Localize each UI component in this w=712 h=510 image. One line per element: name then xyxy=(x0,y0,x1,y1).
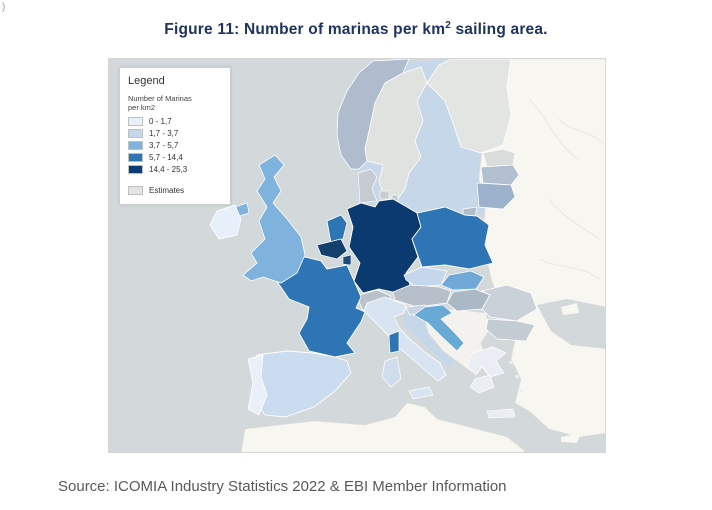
country-croatia xyxy=(413,304,465,352)
stray-mark: ) xyxy=(2,2,6,13)
country-corsica xyxy=(388,330,400,354)
legend-subtitle-line2: per km2 xyxy=(128,103,156,113)
legend-estimates-row: Estimates xyxy=(128,185,222,195)
balearic-island-2 xyxy=(325,387,330,390)
greece-island-1 xyxy=(509,361,513,364)
country-bulgaria xyxy=(485,318,536,342)
legend-class-row: 0 - 1,7 xyxy=(128,116,222,126)
legend-title: Legend xyxy=(128,75,165,87)
country-estonia xyxy=(482,148,516,168)
legend-class-row: 14,4 - 25,3 xyxy=(128,164,222,174)
country-greece xyxy=(466,346,507,378)
country-slovakia xyxy=(440,270,485,291)
map-legend: Legend Number of Marinas per km2 0 - 1,7… xyxy=(119,67,231,205)
legend-subtitle: Number of Marinas per km2 xyxy=(128,94,222,113)
greece-crete xyxy=(486,408,516,419)
country-portugal xyxy=(247,354,268,416)
country-france xyxy=(273,256,366,358)
europe-map-svg xyxy=(109,59,605,452)
country-latvia xyxy=(480,164,520,186)
greece-peloponnese xyxy=(469,374,495,394)
figure-title-suffix: sailing area. xyxy=(450,21,548,39)
country-poland xyxy=(411,206,494,270)
legend-label-class1: 0 - 1,7 xyxy=(149,116,172,126)
legend-label-class3: 3,7 - 5,7 xyxy=(149,140,179,150)
country-sardinia xyxy=(381,356,402,388)
country-ireland xyxy=(209,204,242,240)
figure-title-superscript: 2 xyxy=(445,20,451,31)
north-africa-land xyxy=(241,402,526,452)
denmark-island-zealand xyxy=(379,190,390,200)
legend-label-class5: 14,4 - 25,3 xyxy=(149,164,188,174)
cyprus xyxy=(561,433,581,443)
figure-title: Figure 11: Number of marinas per km2 sai… xyxy=(0,20,712,39)
country-finland xyxy=(426,59,512,154)
legend-swatch-class1 xyxy=(128,116,143,126)
basemap-road-lines xyxy=(528,98,605,280)
legend-swatch-class4 xyxy=(128,152,143,162)
legend-class-row: 5,7 - 14,4 xyxy=(128,152,222,162)
country-austria xyxy=(392,284,452,308)
greece-island-2 xyxy=(515,375,519,378)
country-sicily xyxy=(408,386,434,400)
legend-label-class4: 5,7 - 14,4 xyxy=(149,152,183,162)
legend-label-estimates: Estimates xyxy=(149,185,185,195)
country-belgium xyxy=(316,238,348,260)
greece-island-3 xyxy=(519,389,523,392)
legend-swatch-class5 xyxy=(128,164,143,174)
legend-label-class2: 1,7 - 3,7 xyxy=(149,128,179,138)
legend-subtitle-line1: Number of Marinas xyxy=(128,94,192,103)
figure-title-text: Figure 11: Number of marinas per km xyxy=(164,21,446,39)
legend-swatch-class2 xyxy=(128,128,143,138)
choropleth-map: Legend Number of Marinas per km2 0 - 1,7… xyxy=(108,58,606,453)
legend-swatch-estimates xyxy=(128,185,143,195)
country-luxembourg xyxy=(342,254,352,266)
country-netherlands xyxy=(326,214,348,244)
crimea xyxy=(561,303,579,315)
legend-class-row: 3,7 - 5,7 xyxy=(128,140,222,150)
legend-class-row: 1,7 - 3,7 xyxy=(128,128,222,138)
country-lithuania xyxy=(476,182,516,210)
country-italy xyxy=(363,296,447,382)
legend-swatch-class3 xyxy=(128,140,143,150)
adriatic-sea-water xyxy=(403,311,459,367)
balearic-island-1 xyxy=(315,391,321,394)
black-sea xyxy=(537,299,605,349)
country-uk xyxy=(242,154,306,284)
source-citation: Source: ICOMIA Industry Statistics 2022 … xyxy=(58,478,507,495)
country-sweden xyxy=(364,66,428,204)
country-germany xyxy=(346,198,422,294)
